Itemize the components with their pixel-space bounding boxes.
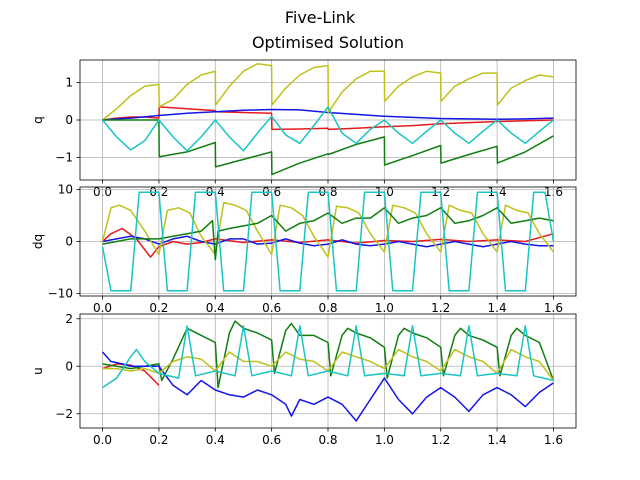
panel-u-series-blue — [101, 351, 554, 422]
subplot-title: Optimised Solution — [251, 33, 405, 52]
panel-dq-series-blue — [102, 235, 554, 248]
panel-u-xtick-label-6: 1.2 — [431, 433, 450, 447]
panel-dq-series-green — [102, 207, 554, 261]
panel-u-xtick-label-1: 0.2 — [149, 433, 168, 447]
panel-u-xtick-label-4: 0.8 — [318, 433, 337, 447]
panel-dq-xtick-label-1: 0.2 — [149, 301, 168, 315]
panel-dq-xtick-label-7: 1.4 — [488, 301, 507, 315]
panel-q-series-cyan — [101, 106, 554, 152]
panel-u-series-cyan — [102, 325, 554, 389]
panel-dq-xtick-label-0: 0.0 — [93, 301, 112, 315]
panel-q-series-yellow — [102, 63, 554, 121]
panel-dq-xtick-label-4: 0.8 — [318, 301, 337, 315]
panel-q-ytick-label-2: 1 — [65, 76, 73, 90]
panel-dq-ylabel: dq — [31, 234, 45, 249]
panel-dq-xtick-label-2: 0.4 — [206, 301, 225, 315]
panel-dq-series-cyan — [101, 191, 555, 292]
panel-q-ytick-label-0: −1 — [55, 151, 73, 165]
panel-dq-series-red — [101, 227, 554, 258]
panel-u-xtick-label-0: 0.0 — [93, 433, 112, 447]
panel-dq-xtick-label-5: 1.0 — [375, 301, 394, 315]
panel-dq-xtick-label-3: 0.6 — [262, 301, 281, 315]
panel-u-ytick-label-2: 2 — [65, 312, 73, 326]
panel-u-xtick-label-8: 1.6 — [544, 433, 563, 447]
panel-u-ytick-label-0: −2 — [55, 407, 73, 421]
panel-dq-ytick-label-0: −10 — [48, 286, 73, 300]
panel-u-xtick-label-2: 0.4 — [206, 433, 225, 447]
panel-u-xtick-label-7: 1.4 — [488, 433, 507, 447]
panel-q-ylabel: q — [31, 116, 45, 124]
panel-q-ytick-label-1: 0 — [65, 113, 73, 127]
panel-q-series-red — [102, 106, 554, 131]
panel-u-ylabel: u — [31, 367, 45, 375]
panel-q-series-green — [102, 119, 554, 176]
panel-dq-xtick-label-6: 1.2 — [431, 301, 450, 315]
panel-dq-xtick-label-8: 1.6 — [544, 301, 563, 315]
panel-dq-ytick-label-2: 10 — [58, 183, 73, 197]
panel-u-xtick-label-5: 1.0 — [375, 433, 394, 447]
panel-u-xtick-label-3: 0.6 — [262, 433, 281, 447]
figure-suptitle: Five-Link — [284, 8, 356, 27]
panel-u-series-green — [102, 320, 555, 389]
panel-dq-ytick-label-1: 0 — [65, 235, 73, 249]
panel-u-ytick-label-1: 0 — [65, 359, 73, 373]
